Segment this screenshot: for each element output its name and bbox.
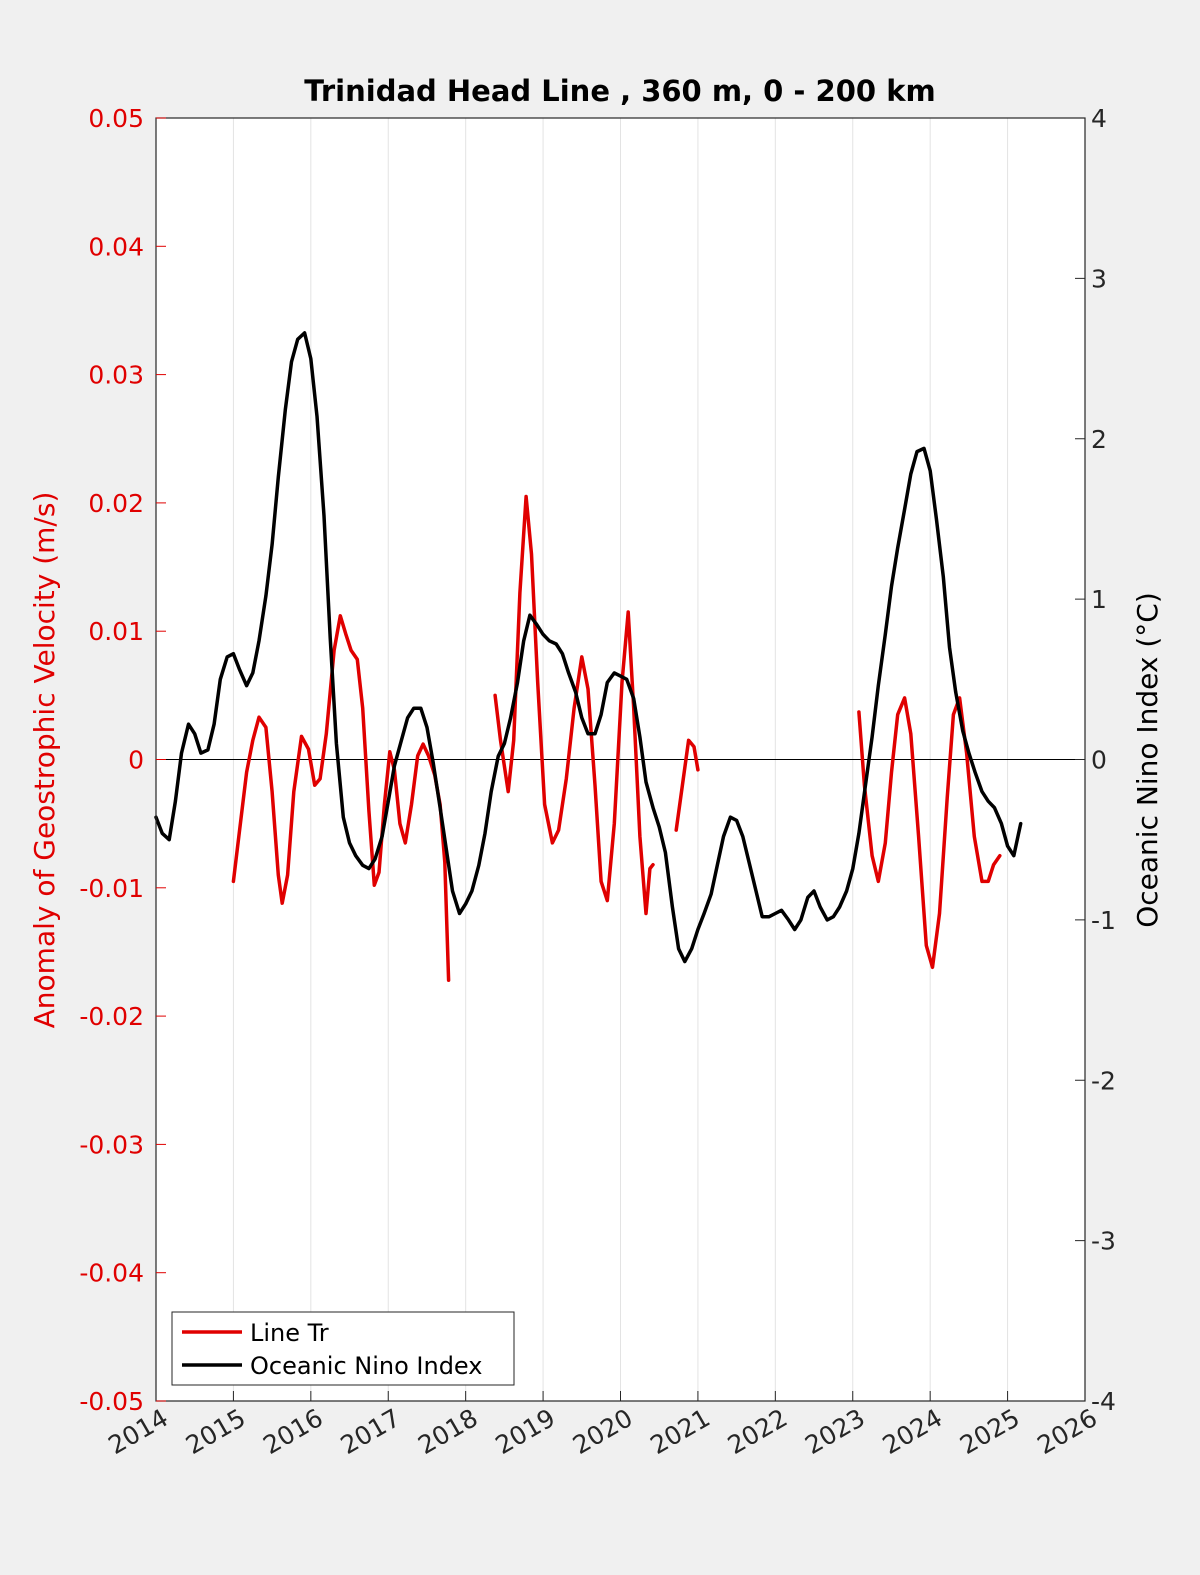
x-tick-label: 2019: [490, 1403, 560, 1460]
legend-box: [171, 1311, 515, 1386]
y-right-tick-label: -1: [1091, 906, 1116, 935]
legend-line-tr-label: Line Tr: [250, 1319, 329, 1347]
y-right-tick-label: -3: [1091, 1227, 1116, 1256]
x-tick-label: 2021: [645, 1403, 715, 1460]
series-line-tr: [231, 614, 451, 982]
y-right-tick-label: -2: [1091, 1066, 1116, 1095]
y-right-tick-label: 4: [1091, 104, 1107, 133]
series-oceanic-nino-index: [154, 331, 1023, 964]
x-tick-label: 2023: [800, 1403, 870, 1460]
x-tick-label: 2018: [413, 1403, 483, 1460]
y-left-tick-label: 0.05: [88, 104, 144, 133]
x-tick-label: 2017: [336, 1403, 406, 1460]
y-right-tick-label: 2: [1091, 425, 1107, 454]
x-tick-label: 2016: [258, 1403, 328, 1460]
series-layer: [154, 331, 1023, 982]
series-line-tr: [857, 696, 1002, 970]
y-left-tick-label: 0.03: [88, 361, 144, 390]
y-left-tick-label: -0.05: [79, 1387, 144, 1416]
x-tick-label: 2022: [723, 1403, 793, 1460]
y-left-tick-label: -0.04: [79, 1259, 144, 1288]
x-tick-label: 2025: [955, 1403, 1025, 1460]
legend-oni-label: Oceanic Nino Index: [250, 1352, 482, 1380]
x-tick-label: 2020: [568, 1403, 638, 1460]
y-left-tick-label: -0.01: [79, 874, 144, 903]
y-right-tick-label: -4: [1091, 1387, 1116, 1416]
y-left-tick-label: 0.01: [88, 617, 144, 646]
series-line-tr: [674, 738, 700, 832]
y-right-tick-label: 3: [1091, 264, 1107, 293]
y-axis-left-label: Anomaly of Geostrophic Velocity (m/s): [28, 492, 61, 1029]
chart-title: Trinidad Head Line , 360 m, 0 - 200 km: [304, 74, 935, 108]
legend: Line Tr Oceanic Nino Index: [171, 1311, 515, 1386]
y-right-tick-label: 1: [1091, 585, 1107, 614]
y-axis-right-label: Oceanic Nino Index (°C): [1131, 592, 1164, 928]
y-right-tick-label: 0: [1091, 746, 1107, 775]
y-left-tick-label: 0.02: [88, 489, 144, 518]
y-left-tick-label: 0: [128, 746, 144, 775]
y-left-tick-label: 0.04: [88, 232, 144, 261]
y-left-tick-label: -0.03: [79, 1130, 144, 1159]
x-tick-label: 2024: [878, 1403, 948, 1460]
y-left-tick-label: -0.02: [79, 1002, 144, 1031]
x-tick-label: 2015: [181, 1403, 251, 1460]
